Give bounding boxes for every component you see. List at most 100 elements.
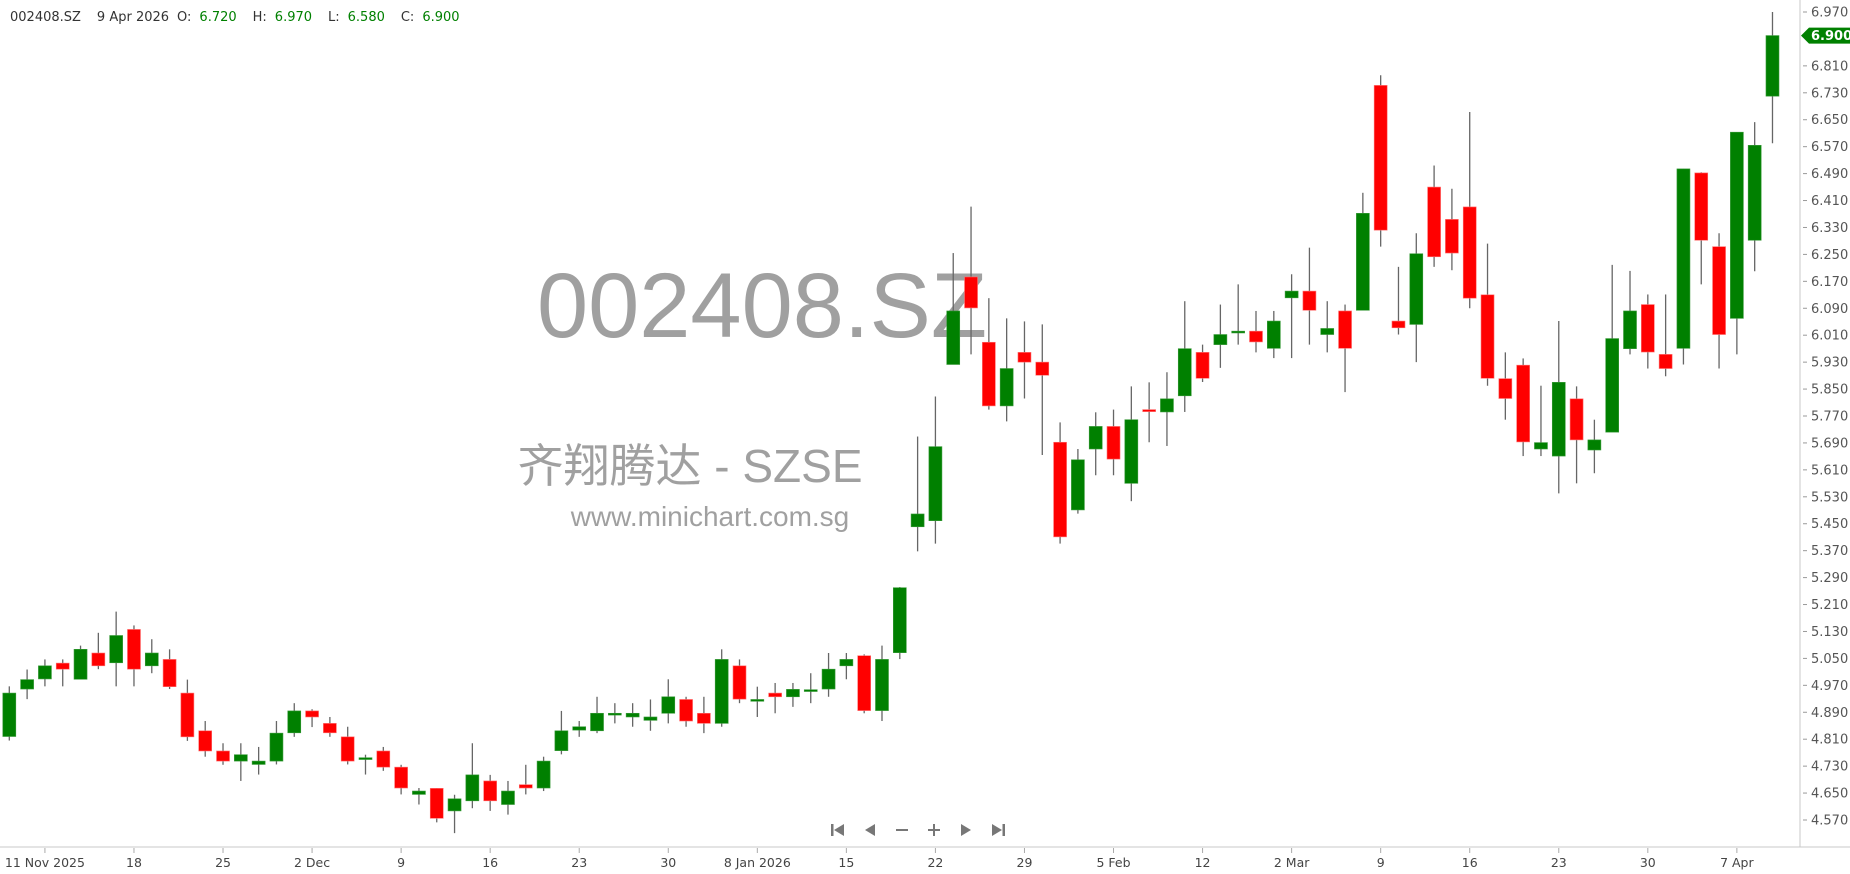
candle[interactable] xyxy=(1302,247,1317,345)
skip-to-end-button[interactable] xyxy=(986,818,1010,842)
candle[interactable] xyxy=(768,682,782,714)
candle[interactable] xyxy=(1587,419,1602,474)
candle[interactable] xyxy=(839,653,854,680)
candle[interactable] xyxy=(127,625,141,687)
candle[interactable] xyxy=(429,788,444,823)
candle[interactable] xyxy=(554,710,569,755)
candle[interactable] xyxy=(786,682,800,707)
candle[interactable] xyxy=(1142,382,1156,443)
candle[interactable] xyxy=(251,746,266,775)
candle[interactable] xyxy=(732,659,747,704)
candle[interactable] xyxy=(1534,385,1548,457)
candle[interactable] xyxy=(20,669,34,700)
candle[interactable] xyxy=(144,639,159,674)
candle[interactable] xyxy=(608,703,622,724)
candle[interactable] xyxy=(358,754,373,775)
candle[interactable] xyxy=(323,716,337,737)
candle[interactable] xyxy=(1409,233,1424,363)
candle[interactable] xyxy=(714,649,729,727)
candle[interactable] xyxy=(1730,131,1744,355)
candle[interactable] xyxy=(1658,294,1673,377)
candle[interactable] xyxy=(1195,344,1210,382)
candle[interactable] xyxy=(376,746,391,771)
candle[interactable] xyxy=(1641,294,1655,369)
candle[interactable] xyxy=(305,709,319,728)
candle[interactable] xyxy=(1213,304,1228,368)
candle[interactable] xyxy=(910,436,925,552)
scroll-left-button[interactable] xyxy=(858,818,882,842)
candle[interactable] xyxy=(1623,270,1637,355)
candle[interactable] xyxy=(91,632,106,670)
candle[interactable] xyxy=(1498,352,1513,420)
candle[interactable] xyxy=(1569,386,1584,484)
candle[interactable] xyxy=(1445,188,1459,271)
candle[interactable] xyxy=(750,686,765,717)
zoom-in-button[interactable] xyxy=(922,818,946,842)
candle[interactable] xyxy=(625,703,640,727)
candle[interactable] xyxy=(447,794,462,834)
candle[interactable] xyxy=(697,696,711,734)
candle[interactable] xyxy=(1267,310,1281,359)
candle[interactable] xyxy=(287,703,302,737)
candle[interactable] xyxy=(1712,233,1726,369)
candle[interactable] xyxy=(269,721,284,765)
candle[interactable] xyxy=(38,659,52,687)
candle[interactable] xyxy=(946,253,961,365)
candle[interactable] xyxy=(1017,321,1032,399)
scroll-right-button[interactable] xyxy=(954,818,978,842)
candle[interactable] xyxy=(892,587,907,660)
candle[interactable] xyxy=(857,654,871,714)
candle[interactable] xyxy=(518,764,533,795)
candle[interactable] xyxy=(412,788,426,805)
candle[interactable] xyxy=(109,611,123,687)
candle[interactable] xyxy=(821,653,836,697)
candle[interactable] xyxy=(1053,422,1067,544)
candle[interactable] xyxy=(234,743,248,781)
candle[interactable] xyxy=(643,699,658,731)
candle[interactable] xyxy=(501,780,515,815)
candle[interactable] xyxy=(1035,324,1050,456)
time-axis[interactable]: 11 Nov 2025 18 25 2 Dec 9 16 23 30 8 Jan 2026 15 2… xyxy=(5,848,1755,870)
candle[interactable] xyxy=(1124,386,1139,502)
candle[interactable] xyxy=(1160,372,1174,446)
candle[interactable] xyxy=(1320,301,1335,353)
candle[interactable] xyxy=(1088,412,1103,476)
candle[interactable] xyxy=(536,756,551,792)
candle[interactable] xyxy=(1231,284,1245,345)
price-axis[interactable]: 4.570 4.650 4.730 4.810 4.890 4.970 5.050 5.130… xyxy=(1803,6,1848,829)
candle[interactable] xyxy=(1177,301,1192,412)
candle[interactable] xyxy=(1338,304,1352,393)
candle[interactable] xyxy=(2,686,17,741)
candle[interactable] xyxy=(999,318,1014,422)
candle[interactable] xyxy=(875,645,889,722)
candle[interactable] xyxy=(679,696,693,727)
skip-to-start-button[interactable] xyxy=(826,818,850,842)
candle[interactable] xyxy=(198,721,213,757)
candle[interactable] xyxy=(55,659,70,687)
candle[interactable] xyxy=(1391,266,1406,335)
candle[interactable] xyxy=(1480,243,1495,386)
candle[interactable] xyxy=(1765,12,1780,144)
candle[interactable] xyxy=(483,774,497,811)
candle[interactable] xyxy=(1106,409,1121,476)
candle[interactable] xyxy=(590,696,604,734)
candle[interactable] xyxy=(1605,264,1619,433)
candle[interactable] xyxy=(1356,192,1370,311)
candle[interactable] xyxy=(1427,165,1441,267)
candle[interactable] xyxy=(1516,358,1530,457)
candle[interactable] xyxy=(1694,172,1709,285)
candle[interactable] xyxy=(465,743,480,809)
candle[interactable] xyxy=(661,679,676,724)
candle[interactable] xyxy=(180,679,195,741)
candle[interactable] xyxy=(1747,122,1762,272)
candle[interactable] xyxy=(1249,310,1263,353)
candle[interactable] xyxy=(1373,75,1388,247)
candle[interactable] xyxy=(394,764,408,795)
zoom-out-button[interactable] xyxy=(890,818,914,842)
candle[interactable] xyxy=(1551,321,1566,494)
candle[interactable] xyxy=(162,649,177,690)
candle[interactable] xyxy=(982,298,996,410)
candle[interactable] xyxy=(1676,168,1691,365)
candle[interactable] xyxy=(340,726,355,765)
